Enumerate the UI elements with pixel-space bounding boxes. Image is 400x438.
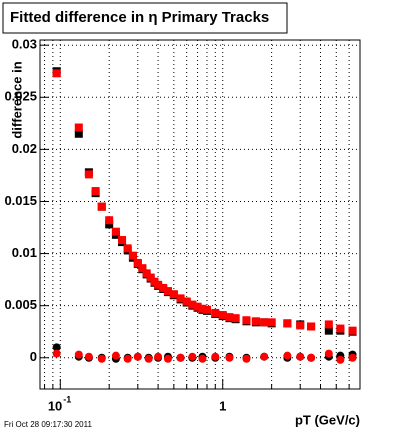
point: [251, 317, 260, 326]
x-tick-label: 1: [219, 398, 226, 413]
y-tick-label: 0.02: [12, 141, 37, 156]
point: [52, 349, 61, 358]
point: [128, 251, 137, 260]
point: [105, 220, 114, 229]
plot-frame: [39, 39, 361, 390]
point: [123, 354, 132, 363]
point: [218, 311, 227, 320]
point: [296, 352, 305, 361]
point: [307, 322, 316, 331]
point: [242, 354, 251, 363]
point: [91, 187, 100, 196]
footer: Fri Oct 28 09:17:30 2011: [4, 420, 92, 429]
point: [154, 280, 163, 289]
point: [84, 352, 93, 361]
point: [188, 300, 197, 309]
point: [225, 353, 234, 362]
point: [336, 324, 345, 333]
point: [348, 353, 357, 362]
point: [188, 352, 197, 361]
point: [260, 318, 269, 327]
point: [211, 352, 220, 361]
point: [52, 343, 61, 352]
point: [176, 353, 185, 362]
point: [52, 69, 61, 78]
x-tick-label: 10: [48, 398, 62, 413]
chart-title: Fitted difference in η Primary Tracks: [10, 9, 269, 26]
point: [198, 304, 207, 313]
point: [144, 354, 153, 363]
point: [260, 352, 269, 361]
point: [198, 354, 207, 363]
point: [163, 287, 172, 296]
point: [138, 264, 147, 273]
x-axis-label: pT (GeV/c): [295, 412, 360, 427]
y-tick-label: 0.015: [4, 193, 37, 208]
point: [211, 308, 220, 317]
point: [193, 302, 202, 311]
point: [97, 202, 106, 211]
point: [159, 283, 168, 292]
y-tick-label: 0.01: [12, 245, 37, 260]
point: [74, 123, 83, 132]
y-tick-label: 0.005: [4, 297, 37, 312]
point: [146, 273, 155, 282]
point: [267, 318, 276, 327]
point: [118, 236, 127, 245]
point: [133, 258, 142, 267]
title-box: [2, 2, 288, 34]
point: [324, 320, 333, 329]
point: [283, 319, 292, 328]
point: [169, 290, 178, 299]
point: [74, 350, 83, 359]
point: [154, 352, 163, 361]
point: [84, 170, 93, 179]
point: [176, 294, 185, 303]
point: [307, 353, 316, 362]
point: [231, 314, 240, 323]
point: [225, 313, 234, 322]
point: [202, 305, 211, 314]
point: [97, 354, 106, 363]
point: [111, 351, 120, 360]
point: [111, 227, 120, 236]
point: [123, 244, 132, 253]
point: [105, 216, 114, 225]
y-tick-label: 0.03: [12, 37, 37, 52]
x-tick-exponent: -1: [63, 394, 71, 404]
point: [324, 326, 333, 335]
point: [296, 321, 305, 330]
point: [142, 269, 151, 278]
y-tick-label: 0.025: [4, 89, 37, 104]
point: [74, 129, 83, 138]
point: [182, 297, 191, 306]
point: [133, 352, 142, 361]
point: [283, 351, 292, 360]
y-axis-label: difference in: [9, 61, 24, 138]
point: [242, 316, 251, 325]
point: [163, 354, 172, 363]
point: [324, 349, 333, 358]
y-tick-label: 0: [30, 349, 37, 364]
point: [348, 326, 357, 335]
point: [336, 355, 345, 364]
